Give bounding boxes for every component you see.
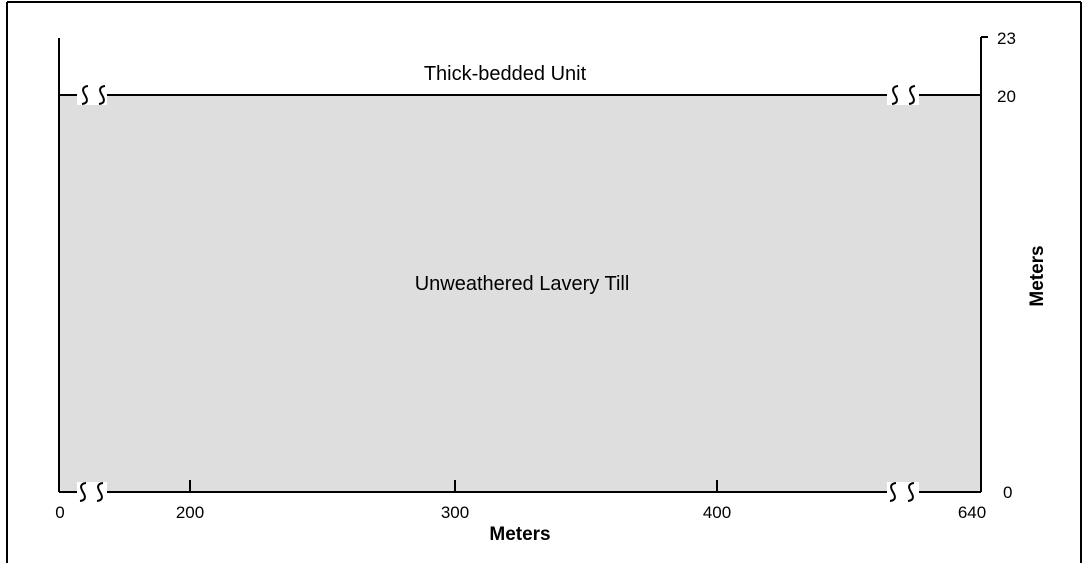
x-tick-label-200: 200 bbox=[176, 503, 204, 522]
upper-unit-label: Thick-bedded Unit bbox=[424, 63, 587, 85]
x-tick-label-400: 400 bbox=[703, 503, 731, 522]
y-axis-title: Meters bbox=[1027, 245, 1048, 306]
lower-unit-label: Unweathered Lavery Till bbox=[415, 273, 630, 295]
x-axis-title: Meters bbox=[489, 524, 550, 545]
x-tick-label-0: 0 bbox=[55, 503, 64, 522]
till-unit-area bbox=[59, 95, 981, 492]
axis-break-bottom-left bbox=[77, 482, 107, 502]
y-tick-label-20: 20 bbox=[997, 87, 1016, 106]
x-tick-label-300: 300 bbox=[441, 503, 469, 522]
axis-break-bottom-right bbox=[887, 482, 919, 502]
y-tick-label-23: 23 bbox=[997, 29, 1016, 48]
axis-break-top-right bbox=[887, 85, 919, 105]
x-tick-label-640: 640 bbox=[958, 503, 986, 522]
y-tick-label-0: 0 bbox=[1003, 483, 1012, 502]
axis-break-top-left bbox=[77, 85, 107, 105]
